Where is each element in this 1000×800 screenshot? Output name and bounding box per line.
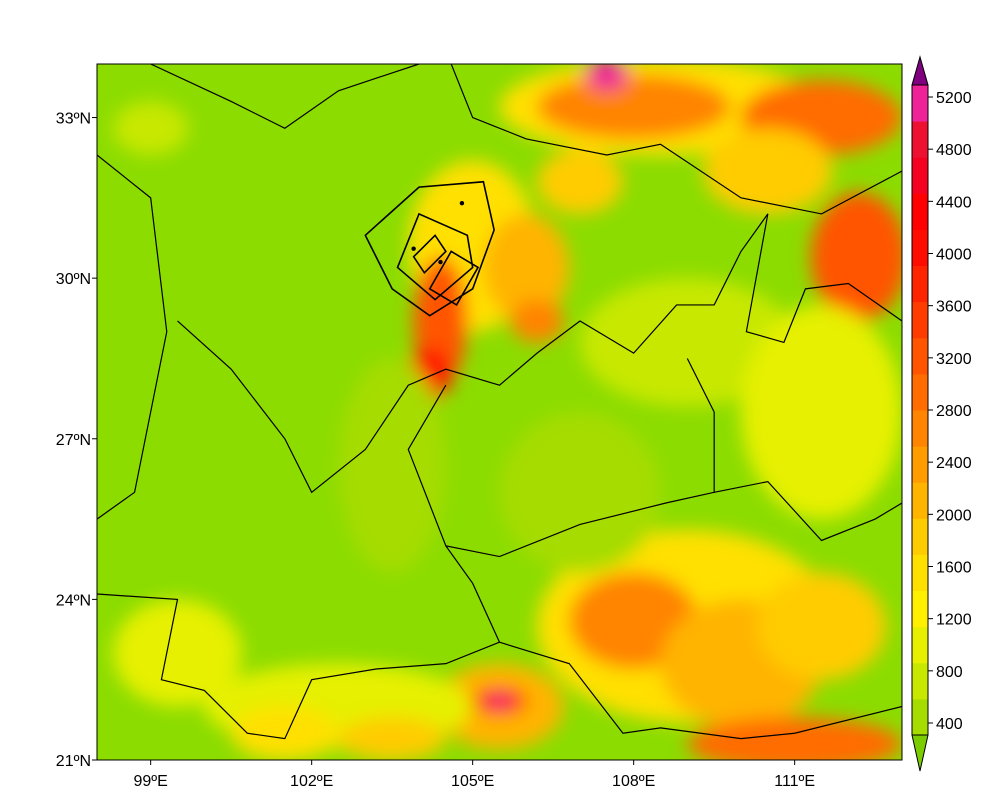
- border-line: [499, 641, 902, 740]
- station-marker: [438, 259, 443, 265]
- colorbar-label: 2000: [936, 507, 972, 524]
- station-marker: [459, 201, 465, 206]
- x-tick-label: 111ºE: [774, 773, 815, 790]
- contour-region: [537, 149, 623, 214]
- x-axis: 99ºE 102ºE 105ºE 108ºE 111ºE: [134, 760, 815, 790]
- contour-region: [231, 706, 339, 760]
- contour-region: [510, 299, 564, 343]
- colorbar-band: [912, 518, 928, 555]
- colorbar-band: [912, 157, 928, 194]
- y-axis: 21ºN 24ºN 27ºN 30ºN 33ºN: [56, 111, 97, 770]
- map-frame: [96, 63, 903, 761]
- study-area-polygon: [428, 250, 480, 307]
- colorbar-label: 400: [936, 716, 963, 733]
- y-tick-label: 27ºN: [56, 432, 91, 449]
- colorbar-band: [912, 626, 928, 664]
- contour-region: [488, 695, 511, 707]
- colorbar-label: 2400: [936, 455, 972, 472]
- colorbar-band: [912, 373, 928, 411]
- colorbar-band: [912, 85, 928, 122]
- x-tick-label: 102ºE: [290, 773, 333, 790]
- colorbar-band: [912, 590, 928, 628]
- border-line: [97, 154, 168, 520]
- contour-region: [113, 101, 189, 156]
- contour-region: [757, 572, 886, 680]
- contour-region: [703, 128, 833, 214]
- x-tick-label: 105ºE: [451, 773, 494, 790]
- colorbar-band: [912, 193, 928, 230]
- colorbar-band: [912, 554, 928, 592]
- contour-region: [580, 278, 795, 407]
- colorbar-band: [912, 229, 928, 267]
- border-line: [714, 480, 902, 542]
- contour-region: [741, 304, 902, 520]
- study-area-polygon: [364, 180, 495, 317]
- x-tick-label: 99ºE: [134, 773, 168, 790]
- colorbar-band: [912, 482, 928, 519]
- border-line: [97, 545, 501, 740]
- colorbar-under-arrow: [911, 734, 929, 772]
- colorbar-band: [912, 301, 928, 339]
- study-area-outline: [364, 180, 495, 317]
- contour-region: [810, 192, 902, 321]
- province-borders: [97, 64, 902, 740]
- colorbar-band: [912, 265, 928, 303]
- border-line: [150, 64, 420, 129]
- contour-region: [537, 74, 731, 139]
- colorbar-label: 800: [936, 664, 963, 681]
- y-tick-label: 21ºN: [56, 753, 91, 770]
- colorbar-label: 4800: [936, 142, 972, 159]
- colorbar-band: [912, 662, 928, 700]
- study-area-polygon: [396, 212, 474, 301]
- border-line: [177, 213, 769, 494]
- contour-region: [338, 358, 446, 573]
- border-line: [450, 64, 902, 215]
- study-area-polygon: [412, 234, 447, 275]
- y-tick-label: 24ºN: [56, 592, 91, 609]
- contour-region: [113, 599, 242, 707]
- colorbar-label: 3200: [936, 351, 972, 368]
- contour-field: [113, 64, 902, 760]
- colorbar-band: [912, 121, 928, 158]
- colorbar-band: [912, 446, 928, 483]
- contour-region: [687, 717, 902, 760]
- contour-region: [585, 64, 629, 91]
- y-tick-label: 30ºN: [56, 271, 91, 288]
- colorbar-label: 2800: [936, 403, 972, 420]
- contour-region: [483, 213, 570, 321]
- colorbar-label: 4400: [936, 194, 972, 211]
- contour-region: [338, 717, 446, 760]
- colorbar-label: 1600: [936, 560, 972, 577]
- colorbar-band: [912, 410, 928, 447]
- border-line: [407, 358, 715, 558]
- x-tick-label: 108ºE: [612, 773, 655, 790]
- colorbar: 400 800 1200 1600 2000 2400 2800 3200 3600 4000 44…: [911, 55, 972, 772]
- colorbar-label: 4000: [936, 247, 972, 264]
- colorbar-label: 1200: [936, 612, 972, 629]
- contour-region: [499, 412, 661, 573]
- station-marker: [411, 246, 416, 251]
- colorbar-band: [912, 698, 928, 736]
- colorbar-label: 5200: [936, 90, 972, 107]
- colorbar-over-arrow: [911, 55, 929, 86]
- y-tick-label: 33ºN: [56, 111, 91, 128]
- colorbar-label: 3600: [936, 299, 972, 316]
- border-line: [745, 213, 902, 344]
- colorbar-band: [912, 337, 928, 375]
